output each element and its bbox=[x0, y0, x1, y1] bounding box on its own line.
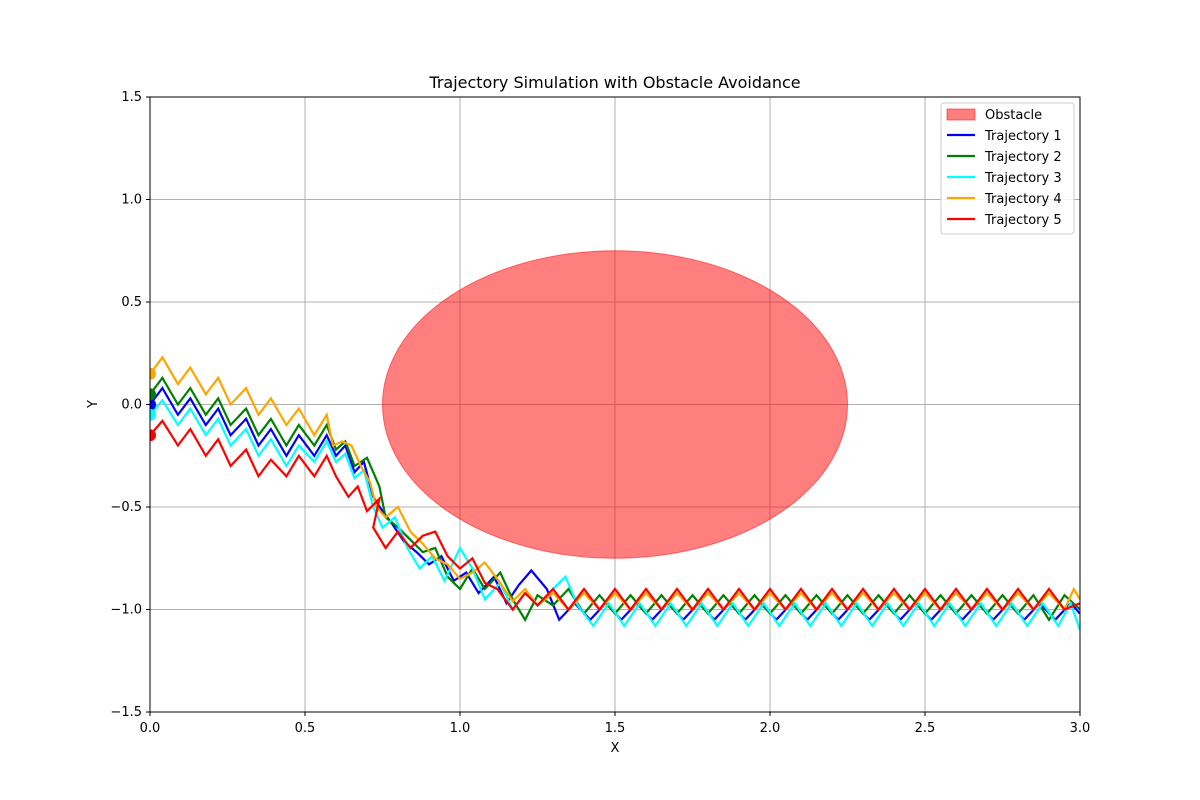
x-tick-label: 2.5 bbox=[915, 721, 936, 736]
x-tick-label: 0.0 bbox=[140, 721, 161, 736]
legend-label-trajectory-1: Trajectory 1 bbox=[984, 129, 1062, 144]
x-tick-label: 2.0 bbox=[760, 721, 781, 736]
chart-title: Trajectory Simulation with Obstacle Avoi… bbox=[428, 73, 800, 92]
plot-area bbox=[150, 250, 1080, 631]
legend-swatch-obstacle bbox=[946, 108, 976, 121]
trajectory-2-start-point bbox=[150, 388, 156, 401]
legend-label-obstacle: Obstacle bbox=[985, 108, 1042, 123]
y-tick-label: 1.5 bbox=[121, 90, 142, 105]
obstacle-ellipse bbox=[382, 250, 848, 559]
legend-label-trajectory-2: Trajectory 2 bbox=[984, 150, 1062, 165]
y-tick-label: 0.0 bbox=[121, 398, 142, 413]
legend-label-trajectory-5: Trajectory 5 bbox=[984, 213, 1062, 228]
x-axis-label: X bbox=[611, 741, 620, 756]
y-axis-label: Y bbox=[86, 400, 101, 409]
trajectory-5-line bbox=[150, 419, 1080, 612]
y-axis: −1.5 −1.0 −0.5 0.0 0.5 1.0 1.5 bbox=[110, 90, 150, 720]
x-tick-label: 1.5 bbox=[605, 721, 626, 736]
trajectory-5-start-point bbox=[150, 429, 156, 442]
y-tick-label: 1.0 bbox=[121, 193, 142, 208]
legend: Obstacle Trajectory 1 Trajectory 2 Trajecto… bbox=[940, 102, 1075, 235]
legend-label-trajectory-4: Trajectory 4 bbox=[984, 192, 1062, 207]
trajectory-3-line bbox=[150, 398, 1080, 631]
trajectory-2-line bbox=[150, 375, 1080, 623]
x-tick-label: 1.0 bbox=[450, 721, 471, 736]
x-tick-label: 3.0 bbox=[1070, 721, 1091, 736]
y-tick-label: 0.5 bbox=[121, 295, 142, 310]
y-tick-label: −0.5 bbox=[110, 500, 142, 515]
trajectory-1-start-point bbox=[150, 398, 156, 411]
trajectory-4-start-point bbox=[150, 367, 156, 380]
legend-label-trajectory-3: Trajectory 3 bbox=[984, 171, 1062, 186]
trajectory-3-start-point bbox=[150, 408, 156, 421]
y-tick-label: −1.5 bbox=[110, 705, 142, 720]
x-tick-label: 0.5 bbox=[295, 721, 316, 736]
y-tick-label: −1.0 bbox=[110, 603, 142, 618]
x-axis: 0.0 0.5 1.0 1.5 2.0 2.5 3.0 bbox=[140, 712, 1091, 736]
